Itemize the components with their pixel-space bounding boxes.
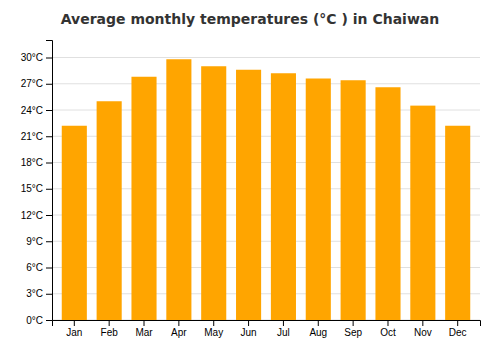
bar	[445, 126, 470, 320]
tick-label: 3°C	[26, 288, 43, 299]
tick-label: Apr	[171, 327, 187, 338]
tick-label: Sep	[344, 327, 362, 338]
tick-mark	[46, 320, 52, 321]
bar	[236, 70, 261, 320]
tick-label: Feb	[101, 327, 119, 338]
grid-line	[52, 57, 480, 58]
tick-mark	[387, 320, 388, 326]
bar	[166, 59, 191, 320]
chart: 0°C 3°C 6°C 9°C 12°C 15°C 18°C 21°C 24°C 27°C 30°C…	[0, 0, 500, 350]
y-axis: 0°C 3°C 6°C 9°C 12°C 15°C 18°C 21°C 24°C 27°C 30°C	[21, 41, 53, 326]
tick-mark	[46, 294, 52, 295]
title: Average monthly temperatures (°C ) in Ch…	[61, 11, 440, 27]
tick: 6°C	[26, 262, 52, 273]
tick-mark	[178, 320, 179, 326]
tick: 18°C	[21, 157, 52, 168]
x-axis: Jan Feb Mar Apr May Jun Jul Aug Sep Oct Nov Dec	[53, 320, 481, 338]
tick: 3°C	[26, 288, 52, 299]
tick-mark	[46, 58, 52, 59]
tick-mark	[422, 320, 423, 326]
tick: May	[204, 320, 223, 338]
bar	[375, 87, 400, 320]
tick: Mar	[135, 320, 153, 338]
bar	[306, 79, 331, 321]
tick-label: 15°C	[21, 183, 43, 194]
tick: Jan	[66, 320, 82, 338]
tick-label: 27°C	[21, 78, 43, 89]
tick: Oct	[380, 320, 396, 338]
plot: 0°C 3°C 6°C 9°C 12°C 15°C 18°C 21°C 24°C 27°C 30°C…	[21, 41, 481, 339]
bar	[62, 126, 87, 320]
tick: Feb	[101, 320, 119, 338]
tick-mark	[46, 110, 52, 111]
tick: 27°C	[21, 78, 52, 89]
tick-mark	[213, 320, 214, 326]
tick-mark	[46, 215, 52, 216]
bar	[97, 101, 122, 320]
tick-label: Nov	[414, 327, 432, 338]
tick-label: 30°C	[21, 52, 43, 63]
tick-label: May	[204, 327, 223, 338]
tick-label: Jan	[66, 327, 82, 338]
axis-line	[53, 321, 481, 327]
bar	[341, 80, 366, 320]
tick-label: 24°C	[21, 105, 43, 116]
tick-label: Jul	[277, 327, 290, 338]
tick-label: Oct	[380, 327, 396, 338]
tick-label: 21°C	[21, 131, 43, 142]
tick-mark	[248, 320, 249, 326]
tick-label: Dec	[449, 327, 467, 338]
tick-label: 9°C	[26, 236, 43, 247]
tick: 15°C	[21, 183, 52, 194]
tick: 24°C	[21, 105, 52, 116]
tick-mark	[318, 320, 319, 326]
tick-mark	[74, 320, 75, 326]
tick: 0°C	[26, 315, 52, 326]
tick-label: 0°C	[26, 315, 43, 326]
grid-line	[52, 83, 480, 84]
bar	[410, 106, 435, 320]
tick-mark	[46, 84, 52, 85]
tick-mark	[46, 136, 52, 137]
tick-mark	[46, 189, 52, 190]
tick: Apr	[171, 320, 187, 338]
tick-mark	[109, 320, 110, 326]
tick: Dec	[449, 320, 467, 338]
bar	[271, 73, 296, 320]
tick: Nov	[414, 320, 432, 338]
tick-mark	[46, 163, 52, 164]
tick: Sep	[344, 320, 362, 338]
tick-label: Mar	[135, 327, 153, 338]
tick: Jul	[277, 320, 290, 338]
tick: 30°C	[21, 52, 52, 63]
bars	[62, 59, 470, 320]
axis-line	[46, 41, 53, 321]
tick: Jun	[241, 320, 257, 338]
tick-label: 6°C	[26, 262, 43, 273]
tick: Aug	[309, 320, 327, 338]
bar	[201, 66, 226, 320]
tick-label: Jun	[241, 327, 257, 338]
tick-mark	[283, 320, 284, 326]
tick-label: 12°C	[21, 210, 43, 221]
tick: 9°C	[26, 236, 52, 247]
tick-mark	[353, 320, 354, 326]
tick-label: 18°C	[21, 157, 43, 168]
bar	[131, 77, 156, 320]
tick-mark	[144, 320, 145, 326]
tick-mark	[457, 320, 458, 326]
tick-mark	[46, 241, 52, 242]
tick-label: Aug	[309, 327, 327, 338]
tick-mark	[46, 268, 52, 269]
grid	[52, 58, 480, 321]
tick: 21°C	[21, 131, 52, 142]
tick: 12°C	[21, 210, 52, 221]
